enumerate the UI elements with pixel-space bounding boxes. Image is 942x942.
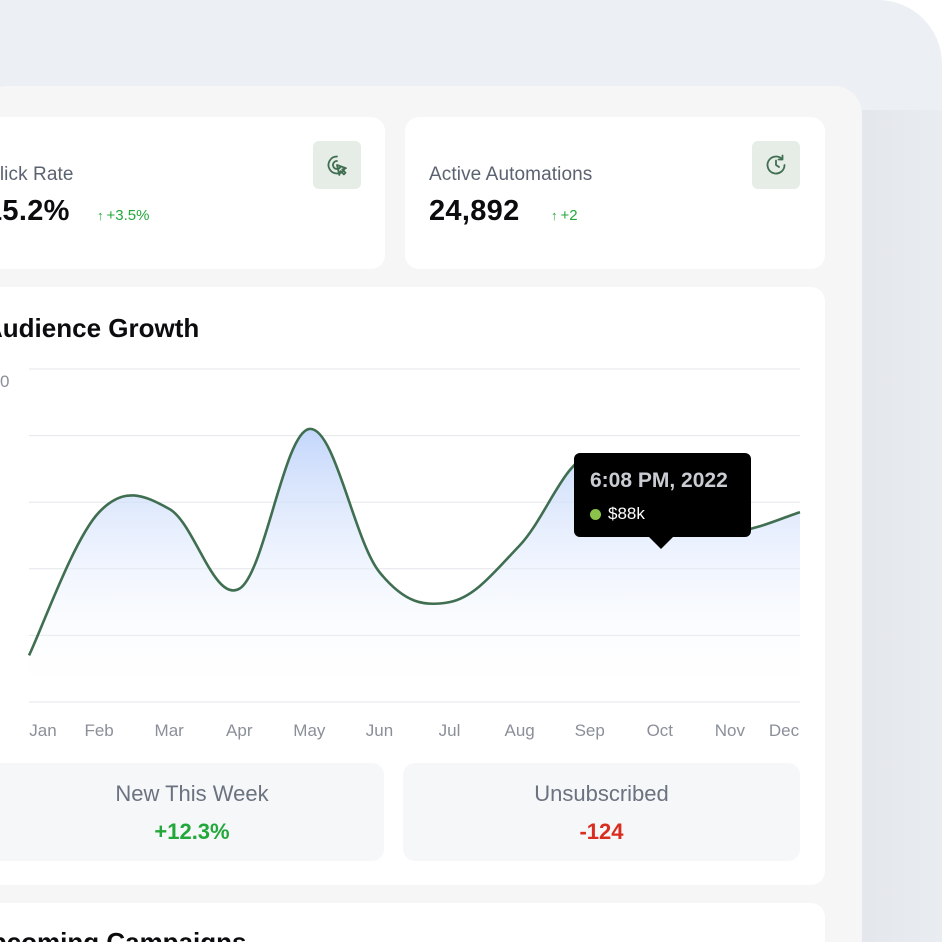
arrow-up-icon: ↑: [97, 208, 104, 223]
stat-card-active-automations: Active Automations 24,892 ↑ +2: [405, 117, 825, 269]
upcoming-campaigns-title: Upcoming Campaigns: [0, 927, 247, 942]
clock-refresh-icon[interactable]: [752, 141, 800, 189]
stat-card-click-rate: Click Rate 15.2% ↑+3.5%: [0, 117, 385, 269]
stat-delta-value: +2: [560, 207, 578, 224]
cursor-click-icon[interactable]: [313, 141, 361, 189]
chart-tooltip: 6:08 PM, 2022 $88k: [574, 453, 751, 549]
summary-value: +12.3%: [154, 819, 230, 844]
summary-value: -124: [579, 819, 624, 844]
stat-label: Active Automations: [429, 164, 593, 185]
x-tick-label: Jan: [29, 721, 56, 740]
stat-delta: ↑ +3.5%: [97, 207, 149, 224]
x-tick-label: Aug: [505, 721, 535, 740]
tooltip-title: 6:08 PM, 2022: [590, 469, 728, 492]
summary-label: Unsubscribed: [534, 781, 669, 806]
y-tick-label: 0: [0, 372, 9, 391]
chart-title: Audience Growth: [0, 313, 200, 343]
x-tick-label: Sep: [575, 721, 605, 740]
x-tick-label: Apr: [226, 721, 253, 740]
x-tick-label: Nov: [715, 721, 746, 740]
x-tick-label: Jun: [366, 721, 393, 740]
stat-value: 24,892: [429, 195, 520, 227]
x-tick-label: May: [293, 721, 326, 740]
panel-shadow: [850, 110, 942, 942]
stat-delta: ↑ +2: [551, 207, 578, 224]
tooltip-dot: [590, 509, 601, 520]
x-tick-label: Mar: [155, 721, 185, 740]
summary-card-new-this-week: New This Week +12.3%: [0, 763, 384, 861]
x-tick-label: Feb: [84, 721, 113, 740]
summary-card-unsubscribed: Unsubscribed -124: [403, 763, 800, 861]
upcoming-campaigns-card: Upcoming Campaigns: [0, 903, 825, 942]
x-tick-label: Oct: [647, 721, 674, 740]
stat-label: Click Rate: [0, 164, 74, 185]
x-tick-label: Dec: [769, 721, 800, 740]
stat-value: 15.2%: [0, 195, 70, 227]
stat-delta-value: +3.5%: [106, 207, 150, 224]
arrow-up-icon: ↑: [551, 208, 558, 223]
x-tick-label: Jul: [439, 721, 461, 740]
tooltip-value: $88k: [608, 504, 645, 523]
summary-label: New This Week: [115, 781, 269, 806]
